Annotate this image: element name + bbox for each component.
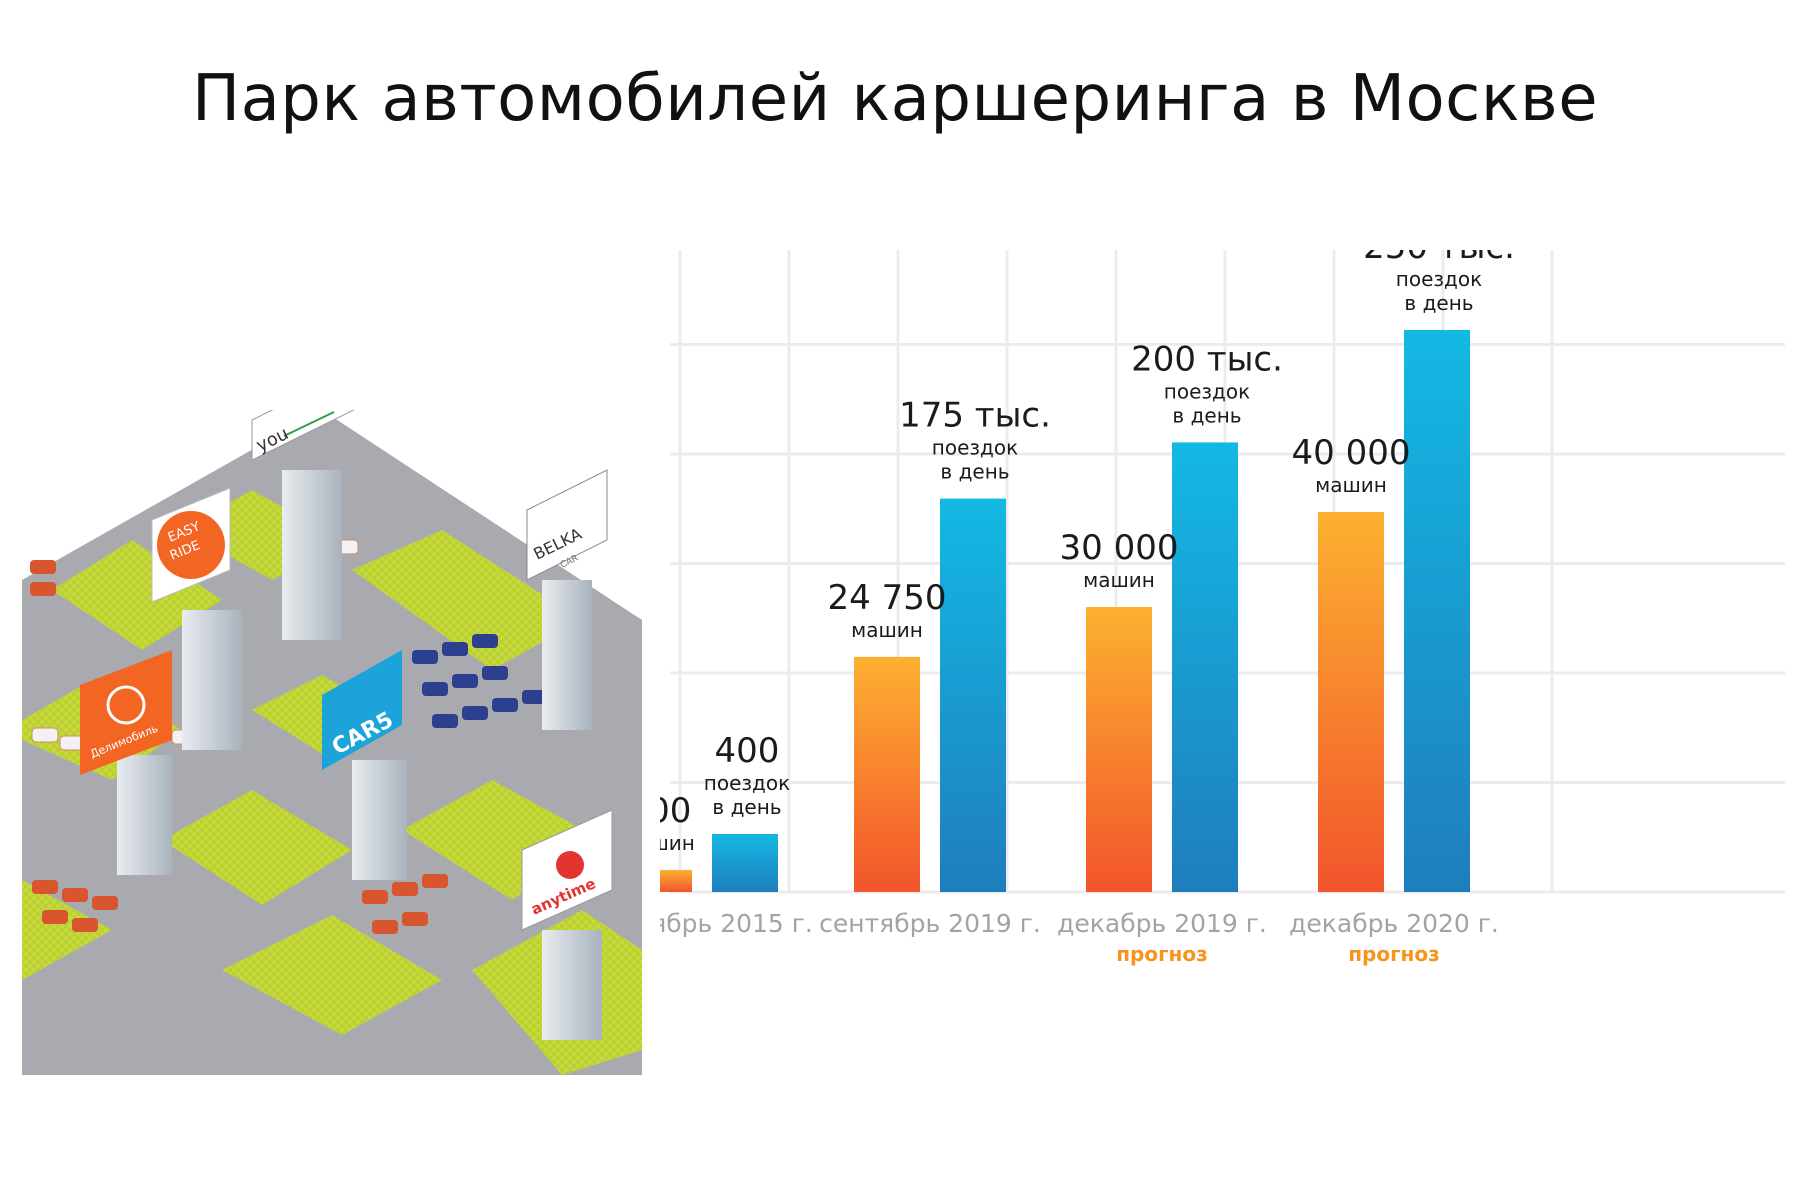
tower-building [542,930,602,1040]
data-sublabel-trips: поездок [1396,267,1482,291]
bar-cars [1318,512,1384,892]
data-label-cars: 24 750 [828,578,947,618]
data-sublabel-trips: в день [712,795,781,819]
data-label-trips: 200 тыс. [1131,339,1283,379]
grass-block [52,540,222,650]
tower-building [182,610,242,750]
belka-billboard: BELKA CAR [526,469,608,581]
tower-building [117,755,172,875]
grass-block [22,880,112,980]
forecast-note: прогноз [1348,942,1440,966]
tower-building [542,580,592,730]
x-tick-label: декабрь 2020 г. [1289,909,1499,938]
tower-building [282,470,342,640]
youdrive-billboard: you drive [251,410,355,461]
bar-trips [940,498,1006,892]
bar-cars [854,656,920,892]
data-sublabel-trips: поездок [932,436,1018,460]
x-tick-label: декабрь 2019 г. [1057,909,1267,938]
data-label-cars: 100 [660,791,691,831]
data-sublabel-cars: машин [660,831,695,855]
data-label-trips: 175 тыс. [899,396,1051,436]
chart-bars [660,330,1470,892]
bar-trips [712,834,778,892]
carsharing-city-illustration: you drive EASY RIDE BELKA CAR Делимобиль… [22,410,642,1075]
bar-trips [1404,330,1470,892]
x-tick-label: сентябрь 2019 г. [819,909,1041,938]
tower-building [352,760,407,880]
data-sublabel-trips: поездок [1164,379,1250,403]
data-sublabel-cars: машин [851,618,923,642]
parked-cars [31,539,359,751]
data-sublabel-cars: машин [1315,473,1387,497]
data-label-cars: 30 000 [1060,528,1179,568]
data-label-cars: 40 000 [1292,433,1411,473]
easyride-billboard: EASY RIDE [151,487,231,603]
parked-cars [412,634,548,728]
grass-block [162,790,352,905]
parked-cars [30,560,448,934]
grass-block [222,915,442,1035]
data-sublabel-trips: поездок [704,771,790,795]
x-tick-label: сентябрь 2015 г. [660,909,813,938]
data-sublabel-trips: в день [1404,291,1473,315]
bar-cars [1086,607,1152,892]
data-label-trips: 400 [715,731,780,771]
grass-block [352,530,582,670]
anytime-billboard: anytime [521,809,613,931]
page-title: Парк автомобилей каршеринга в Москве [191,62,1599,136]
data-label-trips: 250 тыс. [1363,250,1515,267]
bar-trips [1172,442,1238,892]
data-sublabel-cars: машин [1083,568,1155,592]
data-sublabel-trips: в день [940,460,1009,484]
forecast-note: прогноз [1116,942,1208,966]
bar-cars [660,870,692,892]
data-sublabel-trips: в день [1172,403,1241,427]
